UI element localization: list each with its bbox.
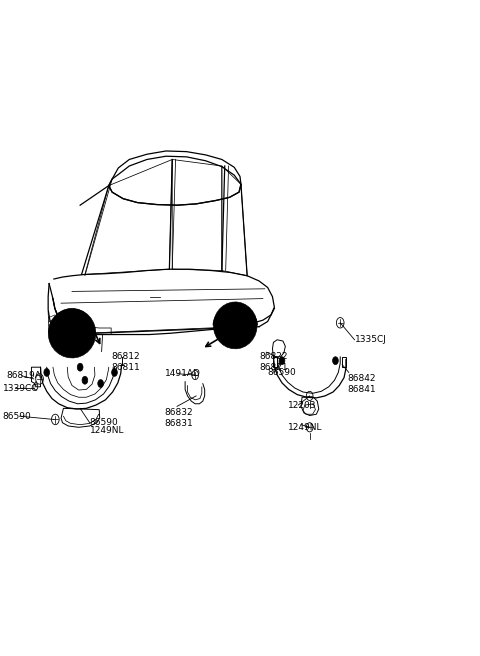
Circle shape <box>333 357 338 365</box>
Text: 86812
86811: 86812 86811 <box>111 352 140 372</box>
Text: 1339CC: 1339CC <box>3 384 38 392</box>
Text: 86590: 86590 <box>90 419 119 427</box>
Text: 12203: 12203 <box>288 401 316 409</box>
Circle shape <box>306 392 313 401</box>
Circle shape <box>306 422 313 432</box>
Polygon shape <box>214 302 257 349</box>
Circle shape <box>112 369 117 377</box>
Circle shape <box>336 318 344 328</box>
Text: 1335CJ: 1335CJ <box>355 335 386 344</box>
Circle shape <box>82 377 88 384</box>
Circle shape <box>51 414 59 424</box>
Text: 86590: 86590 <box>3 412 32 420</box>
Text: 86842
86841: 86842 86841 <box>348 374 376 394</box>
Circle shape <box>36 374 43 384</box>
Circle shape <box>192 371 199 380</box>
Polygon shape <box>215 302 255 321</box>
Polygon shape <box>49 308 95 330</box>
Circle shape <box>279 357 285 365</box>
Circle shape <box>98 380 104 388</box>
Text: 1249NL: 1249NL <box>90 426 124 435</box>
Text: 86822
86821: 86822 86821 <box>259 352 288 372</box>
Text: 1491AD: 1491AD <box>165 369 201 379</box>
Circle shape <box>77 363 83 371</box>
Circle shape <box>44 369 49 377</box>
Text: 1249NL: 1249NL <box>288 422 322 432</box>
Polygon shape <box>48 308 96 358</box>
Text: 86819A: 86819A <box>6 371 41 380</box>
Text: 86590: 86590 <box>268 368 297 377</box>
Text: 86832
86831: 86832 86831 <box>165 407 193 428</box>
